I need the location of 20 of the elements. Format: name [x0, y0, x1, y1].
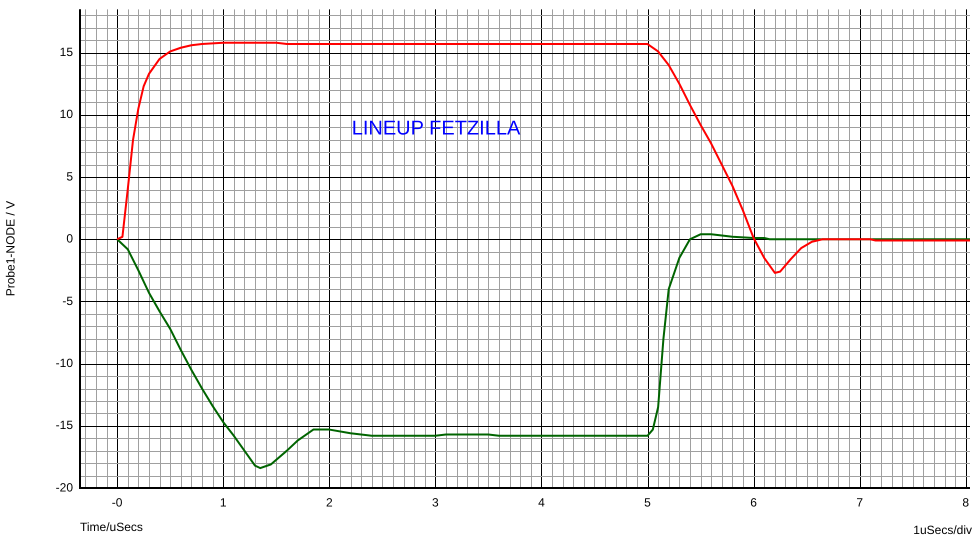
x-tick-label: 2	[326, 496, 333, 510]
y-axis-title: Probe1-NODE / V	[4, 200, 18, 296]
y-tick-label: 15	[60, 45, 74, 60]
y-tick-label: 5	[66, 169, 74, 184]
x-tick-label: 1	[220, 496, 227, 510]
x-tick-label: 8	[962, 496, 970, 510]
y-tick-label: -15	[56, 418, 74, 432]
x-tick-label: 4	[538, 496, 546, 510]
x-tick-label: 7	[856, 496, 864, 510]
x-tick-label: 3	[432, 496, 440, 510]
x-tick-label: 6	[750, 496, 758, 510]
y-tick-label: -10	[56, 356, 74, 370]
x-tick-label: 5	[644, 496, 652, 510]
y-tick-label: -5	[62, 294, 74, 308]
y-tick-label: 10	[60, 107, 74, 122]
y-tick-label: -20	[56, 480, 74, 494]
y-tick-label: 0	[66, 232, 74, 246]
x-axis-title: Time/uSecs	[80, 520, 143, 534]
text: 1uSecs/div	[913, 523, 972, 537]
x-tick-label: -0	[112, 496, 123, 510]
